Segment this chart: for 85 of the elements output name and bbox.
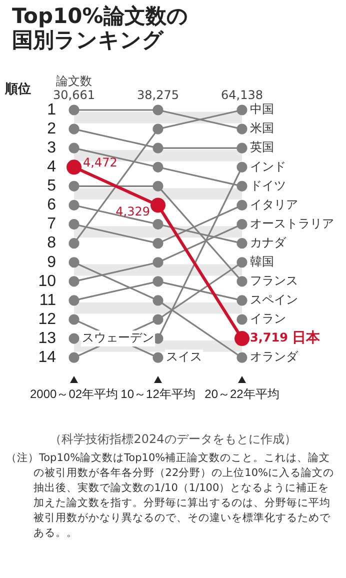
point <box>236 218 248 230</box>
y-tick-label: 10 <box>38 272 56 290</box>
point <box>152 142 164 154</box>
text: 日本 <box>292 330 321 346</box>
point <box>152 104 164 116</box>
series-label: インド <box>250 159 286 174</box>
series-label: 英国 <box>250 140 274 154</box>
series-label: フランス <box>250 274 298 288</box>
point <box>236 295 248 306</box>
annotation: 3,719 <box>250 330 288 345</box>
y-tick-label: 14 <box>38 349 56 366</box>
point <box>152 276 164 287</box>
point <box>150 198 166 213</box>
point <box>152 238 164 249</box>
series-label: カナダ <box>250 235 287 250</box>
y-tick-label: 13 <box>38 330 56 347</box>
point <box>152 162 164 172</box>
point <box>68 352 80 363</box>
x-tick-label: 2000～02年平均 <box>30 387 118 402</box>
point <box>68 333 80 344</box>
x-tick-label: 10～12年平均 <box>120 387 196 402</box>
point <box>236 257 248 268</box>
y-tick-label: 6 <box>47 196 56 214</box>
point <box>68 314 80 325</box>
point <box>68 276 80 287</box>
point <box>236 200 248 211</box>
point <box>236 276 248 287</box>
point <box>236 124 248 134</box>
y-tick-label: 12 <box>38 310 56 328</box>
y-tick-label: 4 <box>47 158 56 176</box>
y-tick-label: 9 <box>47 254 56 271</box>
series-label: 韓国 <box>250 254 274 268</box>
annotation: 38,275 <box>137 88 180 102</box>
y-axis-title: 順位 <box>4 82 31 97</box>
point <box>152 180 164 192</box>
point <box>152 124 164 134</box>
point <box>236 162 248 172</box>
point <box>152 314 164 325</box>
annotation: 64,138 <box>221 88 263 102</box>
point <box>68 104 80 116</box>
series-label: イタリア <box>250 197 298 212</box>
x-tick-label: 20～22年平均 <box>204 387 280 402</box>
y-tick-label: 11 <box>39 292 56 309</box>
y-tick-label: 7 <box>47 216 56 233</box>
point <box>234 331 250 346</box>
point <box>68 200 80 211</box>
annotation: 30,661 <box>53 88 96 102</box>
point <box>236 238 248 249</box>
point <box>68 124 80 134</box>
point <box>68 218 80 230</box>
series-label: 中国 <box>250 102 274 116</box>
series-label: スイス <box>166 350 202 364</box>
chart-title: Top10%論文数の国別ランキング <box>11 3 190 52</box>
point <box>236 314 248 325</box>
point <box>236 352 248 363</box>
series-label: オーストラリア <box>250 216 334 230</box>
point <box>68 180 80 192</box>
point <box>152 352 164 363</box>
series-label: ドイツ <box>250 178 286 192</box>
point <box>68 295 80 306</box>
text: （科学技術指標2024のデータをもとに作成） <box>48 432 298 447</box>
y-tick-label: 2 <box>47 120 56 138</box>
series-label: イラン <box>250 312 286 326</box>
annotation: 論文数 <box>56 74 92 88</box>
point <box>152 218 164 230</box>
point <box>236 180 248 192</box>
annotation: 4,472 <box>83 155 118 170</box>
text: （注）Top10%論文数はTop10%補正論文数のこと。これは、論文の被引用数が各年各分野（22分野）の上位10%に入る論文の抽出後、実数で論文数の1/10（1/100）となるように補正を加えた論文数を指す。分野毎に算出するのは、分野毎に平均被引用数がかなり異なるので、その違いを標準化するためである。。 <box>6 451 335 541</box>
y-tick-label: 1 <box>47 101 56 118</box>
point <box>68 257 80 268</box>
annotation: 4,329 <box>116 204 150 218</box>
point <box>68 142 80 154</box>
y-tick-label: 5 <box>47 178 56 195</box>
point <box>152 295 164 306</box>
point <box>68 238 80 249</box>
series-label: オランダ <box>250 350 299 364</box>
point <box>236 104 248 116</box>
point <box>66 160 82 175</box>
y-tick-label: 8 <box>47 234 56 252</box>
series-label: 米国 <box>250 121 274 136</box>
series-label: スウェーデン <box>82 330 154 345</box>
point <box>236 142 248 154</box>
y-tick-label: 3 <box>47 140 56 156</box>
series-label: スペイン <box>250 292 298 307</box>
point <box>152 257 164 268</box>
